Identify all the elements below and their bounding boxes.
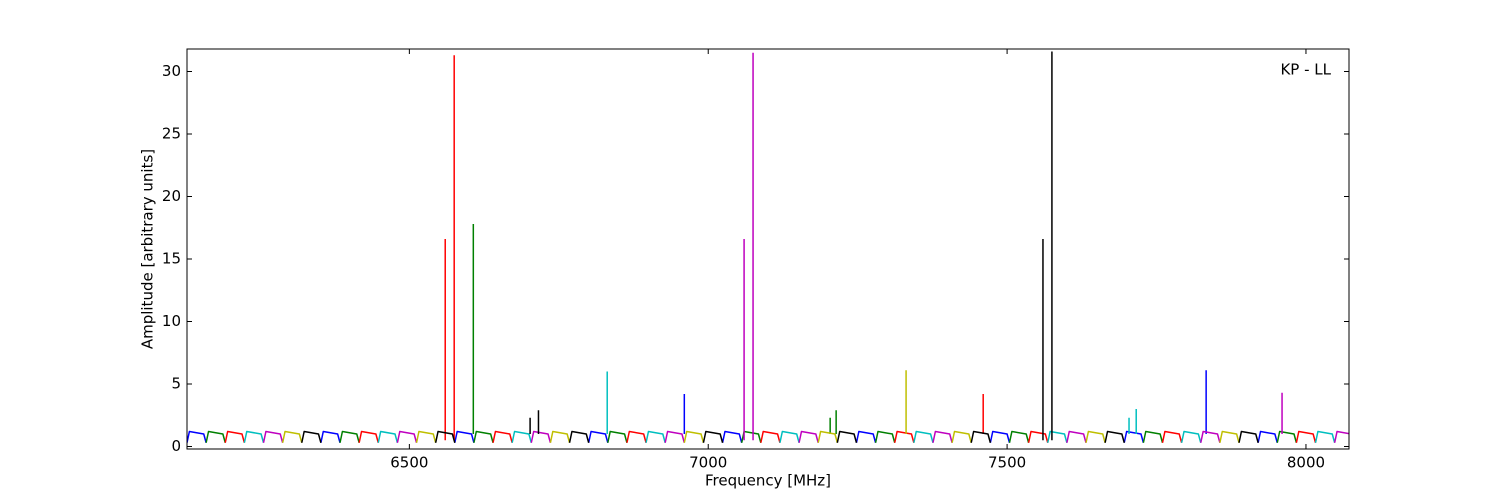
series-line [281,370,1240,443]
y-tick-label: 5 [171,375,181,393]
y-tick-label: 20 [162,187,181,205]
series-line [187,370,1278,443]
y-tick-label: 15 [162,250,181,268]
annotation: KP - LL [1280,61,1331,79]
plot-frame [186,48,1350,450]
x-tick-label: 7000 [689,454,727,472]
x-tick-label: 8000 [1287,454,1325,472]
series-line [243,371,1336,443]
y-axis-label: Amplitude [arbitrary units] [139,149,157,349]
series-line [224,55,1317,443]
y-tick-label: 25 [162,125,181,143]
y-tick-label: 0 [171,437,181,455]
x-axis-label: Frequency [MHz] [705,472,831,490]
series-line [301,51,1259,443]
y-tick-label: 30 [162,62,181,80]
series-line [262,52,1349,443]
series-line [205,224,1298,443]
plot-lines [187,51,1349,443]
x-tick-label: 7500 [988,454,1026,472]
x-tick-label: 6500 [390,454,428,472]
y-tick-label: 10 [162,312,181,330]
